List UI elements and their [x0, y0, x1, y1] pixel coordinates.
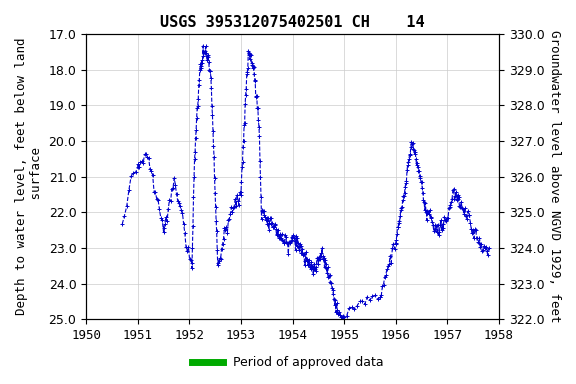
Y-axis label: Depth to water level, feet below land
 surface: Depth to water level, feet below land su… — [15, 38, 43, 315]
Y-axis label: Groundwater level above NGVD 1929, feet: Groundwater level above NGVD 1929, feet — [548, 30, 561, 323]
Title: USGS 395312075402501 CH    14: USGS 395312075402501 CH 14 — [160, 15, 425, 30]
Legend: Period of approved data: Period of approved data — [187, 351, 389, 374]
